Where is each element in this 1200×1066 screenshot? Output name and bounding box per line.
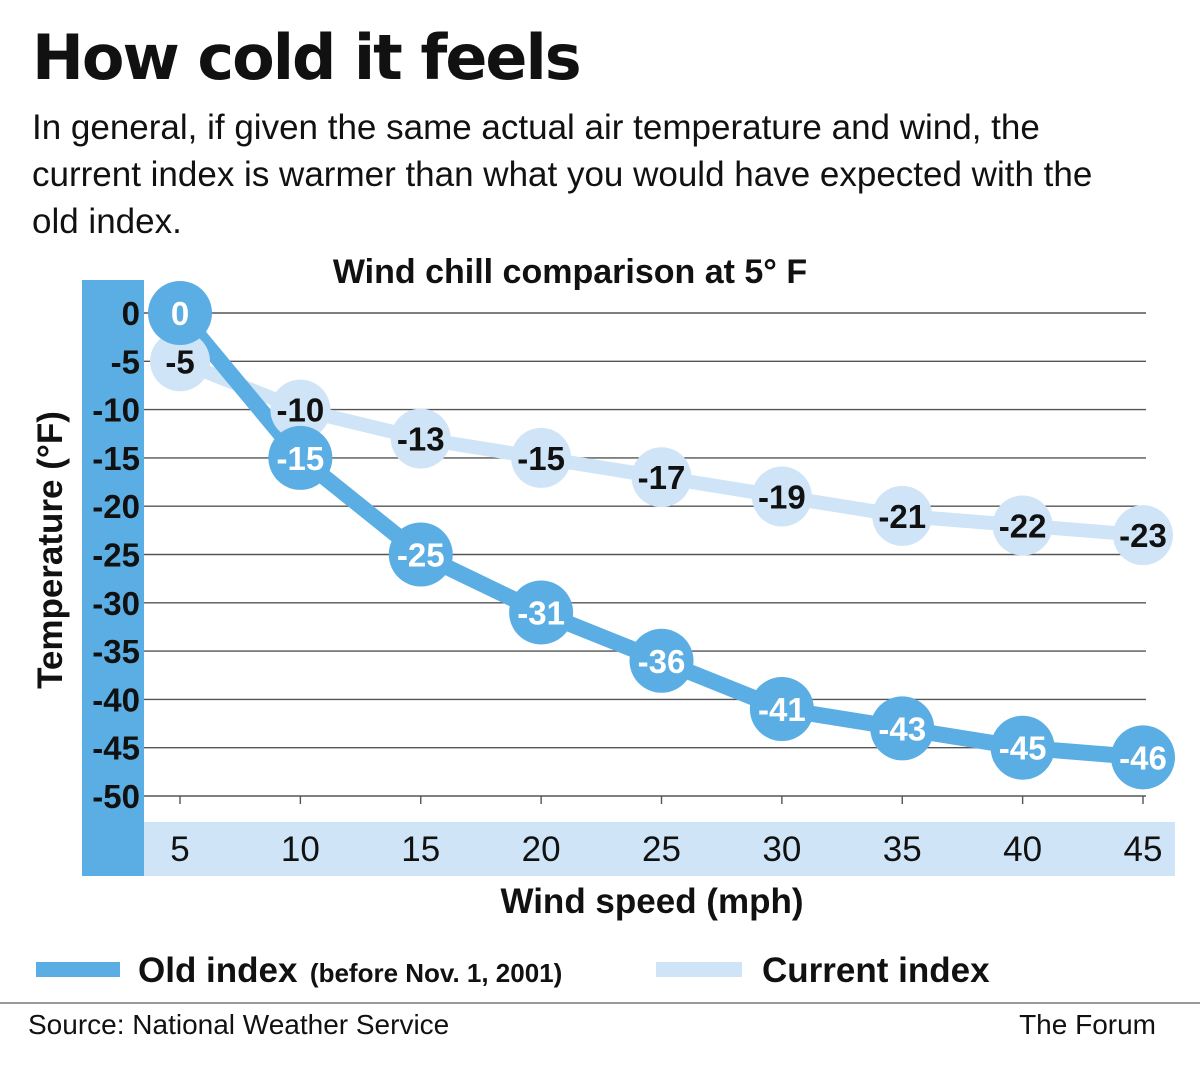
y-tick-label: -40 xyxy=(92,681,140,718)
legend-label-old-index: Old index (before Nov. 1, 2001) xyxy=(138,951,562,990)
x-tick-label: 40 xyxy=(1003,830,1042,869)
data-label-old-index: -25 xyxy=(397,537,445,574)
chart-title: Wind chill comparison at 5° F xyxy=(333,253,807,291)
legend-old-note: (before Nov. 1, 2001) xyxy=(310,958,562,988)
data-label-current-index: -19 xyxy=(758,479,806,516)
y-axis-label: Temperature (°F) xyxy=(31,411,70,689)
data-point-current-index xyxy=(150,331,210,392)
data-label-current-index: -5 xyxy=(165,343,194,380)
data-point-old-index xyxy=(509,580,574,645)
data-point-current-index xyxy=(511,427,572,488)
series-points: -5 -10 -13 -15 -17 -19 -21 -22 -23 0 -15 -25 -31 -36 -… xyxy=(148,281,1175,790)
y-tick-label: -20 xyxy=(92,488,140,525)
x-axis-label: Wind speed (mph) xyxy=(500,882,803,921)
x-tick-label: 20 xyxy=(522,830,561,869)
data-label-current-index: -13 xyxy=(397,421,445,458)
data-label-old-index: -31 xyxy=(517,594,565,631)
data-point-current-index xyxy=(631,447,692,508)
legend-old-name: Old index xyxy=(138,951,298,990)
data-point-current-index xyxy=(992,495,1053,556)
x-tick-labels: 5 10 15 20 25 30 35 40 45 xyxy=(170,830,1162,869)
data-point-old-index xyxy=(870,696,935,761)
data-label-old-index: -36 xyxy=(638,643,686,680)
credit-text: The Forum xyxy=(1019,1009,1156,1040)
data-label-current-index: -22 xyxy=(999,508,1047,545)
data-point-current-index xyxy=(1113,505,1173,566)
data-point-old-index xyxy=(629,628,694,693)
y-tick-label: 0 xyxy=(122,295,140,332)
y-tick-labels: 0 -5 -10 -15 -20 -25 -30 -35 -40 -45 -50 xyxy=(92,295,140,815)
data-point-current-index xyxy=(390,408,451,469)
y-tick-label: -25 xyxy=(92,537,140,574)
data-label-old-index: -41 xyxy=(758,691,806,728)
y-tick-label: -50 xyxy=(92,778,140,815)
data-point-old-index xyxy=(388,522,453,587)
data-label-old-index: -45 xyxy=(999,730,1047,767)
x-tick-label: 45 xyxy=(1124,830,1163,869)
data-point-old-index xyxy=(268,425,333,490)
data-label-old-index: -46 xyxy=(1119,739,1167,776)
data-point-old-index xyxy=(1111,725,1175,790)
data-point-old-index xyxy=(749,677,814,742)
y-tick-label: -10 xyxy=(92,392,140,429)
data-label-current-index: -15 xyxy=(517,440,565,477)
y-tick-label: -30 xyxy=(92,585,140,622)
x-tick-label: 30 xyxy=(762,830,801,869)
legend-swatch-old-index xyxy=(36,962,120,977)
x-tick-label: 10 xyxy=(281,830,320,869)
data-label-old-index: 0 xyxy=(171,295,189,332)
x-tick-marks xyxy=(179,796,1144,804)
y-axis-band xyxy=(82,280,144,876)
headline: How cold it feels xyxy=(32,21,582,94)
footer-divider xyxy=(0,1002,1200,1004)
x-tick-label: 15 xyxy=(401,830,440,869)
wind-chill-chart: Wind chill comparison at 5° F Temperatur… xyxy=(31,253,1175,990)
data-label-current-index: -23 xyxy=(1119,517,1167,554)
data-label-current-index: -10 xyxy=(277,392,325,429)
intro-text: In general, if given the same actual air… xyxy=(32,108,1093,241)
source-text: Source: National Weather Service xyxy=(28,1009,450,1040)
data-label-current-index: -21 xyxy=(878,498,926,535)
x-tick-label: 5 xyxy=(170,830,189,869)
data-point-current-index xyxy=(270,379,331,440)
legend-label-current-index: Current index xyxy=(762,951,990,990)
y-tick-label: -45 xyxy=(92,730,140,767)
data-point-old-index xyxy=(148,281,212,345)
data-point-current-index xyxy=(751,466,812,527)
legend: Old index (before Nov. 1, 2001) Current … xyxy=(36,951,990,990)
y-tick-label: -35 xyxy=(92,633,140,670)
x-axis-band xyxy=(144,822,1175,876)
data-label-old-index: -43 xyxy=(878,710,926,747)
legend-swatch-current-index xyxy=(656,962,742,977)
y-tick-label: -5 xyxy=(111,343,140,380)
data-point-current-index xyxy=(872,485,933,546)
data-label-old-index: -15 xyxy=(277,440,325,477)
x-tick-label: 25 xyxy=(642,830,681,869)
data-point-old-index xyxy=(990,715,1055,780)
y-tick-label: -15 xyxy=(92,440,140,477)
data-label-current-index: -17 xyxy=(638,459,686,496)
x-tick-label: 35 xyxy=(883,830,922,869)
